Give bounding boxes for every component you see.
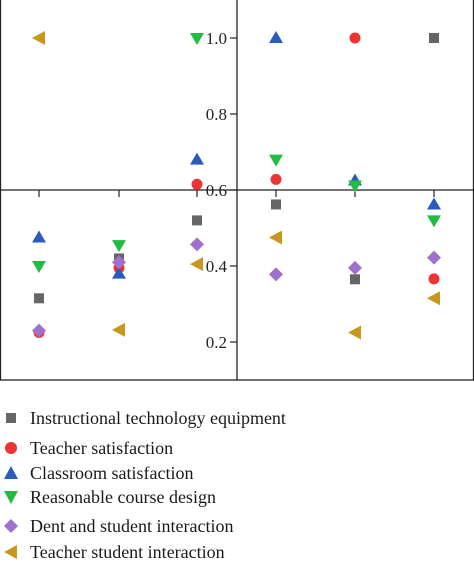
data-point-circle	[191, 178, 203, 190]
y-tick-label: 0.2	[206, 333, 227, 352]
data-point-circle	[428, 273, 440, 285]
data-point-diamond	[348, 260, 362, 275]
data-point-diamond	[112, 255, 126, 270]
legend-item-instructional-technology-equipment: Instructional technology equipment	[0, 405, 286, 431]
data-point-square	[429, 33, 439, 43]
data-point-triangle-down	[32, 261, 46, 273]
legend-item-dent-and-student-interaction: Dent and student interaction	[0, 513, 233, 539]
legend-item-reasonable-course-design: Reasonable course design	[0, 484, 216, 510]
y-axis-ticks: 0.2 0.4 0.6 0.8 1.0	[206, 29, 237, 352]
legend-marker-square	[6, 413, 16, 423]
data-point-square	[192, 215, 202, 226]
data-point-triangle-down	[427, 215, 441, 228]
legend-marker-circle	[5, 442, 17, 454]
data-point-triangle-down	[190, 33, 204, 45]
data-point-diamond	[427, 250, 441, 265]
legend-marker-triangle-down	[4, 491, 18, 504]
series-triangle-left	[32, 31, 440, 340]
data-point-triangle-down	[112, 240, 126, 253]
legend-label: Dent and student interaction	[30, 515, 234, 536]
data-point-triangle-left	[112, 322, 125, 337]
chart-canvas: 0.2 0.4 0.6 0.8 1.0	[0, 0, 474, 381]
series-triangle-down	[32, 33, 441, 273]
data-point-triangle-left	[269, 230, 282, 245]
data-point-triangle-up	[269, 31, 283, 43]
data-point-triangle-left	[190, 257, 203, 272]
series-diamond	[32, 237, 441, 338]
data-point-circle	[270, 173, 282, 185]
y-tick-label: 0.6	[206, 181, 227, 200]
data-point-triangle-left	[32, 31, 45, 45]
legend-marker-diamond	[4, 519, 18, 533]
data-point-square	[34, 293, 44, 304]
legend-item-classroom-satisfaction: Classroom satisfaction	[0, 460, 193, 486]
legend-label: Teacher satisfaction	[30, 437, 174, 458]
data-point-circle	[349, 32, 361, 44]
y-tick-label: 0.8	[206, 105, 227, 124]
legend-label: Teacher student interaction	[30, 541, 225, 562]
data-point-diamond	[190, 237, 204, 252]
data-point-triangle-left	[427, 291, 440, 306]
y-tick-label: 1.0	[206, 29, 227, 48]
y-tick-label: 0.4	[206, 257, 228, 276]
data-point-triangle-up	[32, 230, 46, 243]
legend-label: Classroom satisfaction	[30, 462, 194, 483]
chart-markers	[32, 31, 441, 340]
data-point-triangle-left	[348, 325, 361, 340]
data-point-triangle-down	[348, 180, 362, 193]
data-point-diamond	[269, 267, 283, 282]
data-point-square	[350, 274, 360, 285]
data-point-diamond	[32, 323, 46, 338]
legend-marker-triangle-up	[4, 466, 18, 479]
legend-label: Instructional technology equipment	[30, 407, 286, 428]
legend-item-teacher-student-interaction: Teacher student interaction	[0, 539, 225, 565]
data-point-triangle-down	[269, 154, 283, 167]
data-point-triangle-up	[190, 152, 204, 165]
legend-item-teacher-satisfaction: Teacher satisfaction	[0, 435, 173, 461]
data-point-triangle-up	[112, 266, 126, 279]
data-point-square	[271, 199, 281, 210]
data-point-triangle-up	[427, 197, 441, 210]
legend-label: Reasonable course design	[30, 486, 216, 507]
legend-marker-triangle-left	[4, 545, 17, 559]
